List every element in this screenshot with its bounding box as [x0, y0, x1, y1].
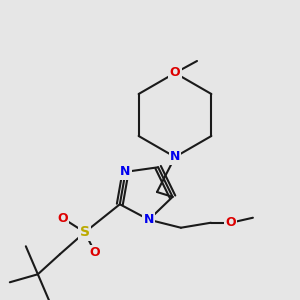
Text: O: O [89, 246, 100, 259]
Text: N: N [120, 165, 131, 178]
Text: S: S [80, 225, 90, 239]
Text: O: O [170, 67, 180, 80]
Text: N: N [144, 213, 154, 226]
Text: O: O [226, 216, 236, 229]
Text: O: O [58, 212, 68, 225]
Text: N: N [170, 151, 180, 164]
